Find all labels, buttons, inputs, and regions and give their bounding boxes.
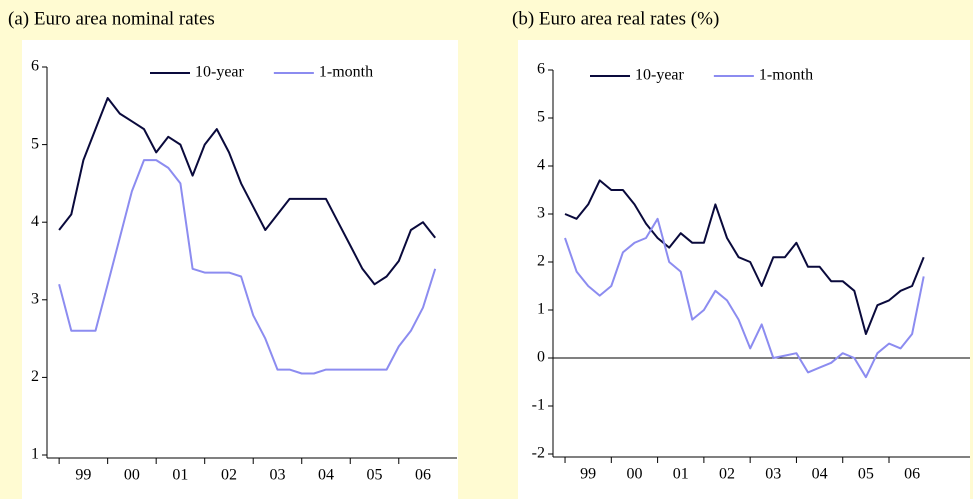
line-series (58, 159, 437, 375)
y-tick-label: 2 (537, 253, 545, 270)
legend-label: 1-month (759, 67, 813, 84)
y-tick-label: 2 (31, 368, 39, 385)
line-series (564, 179, 925, 335)
y-tick-label: 4 (31, 213, 39, 230)
x-tick-label: 06 (904, 466, 920, 483)
y-tick-label: 4 (537, 157, 545, 174)
panel (518, 40, 970, 499)
legend-label: 10-year (195, 64, 245, 81)
x-tick-label: 04 (318, 467, 334, 484)
y-tick-label: 3 (31, 290, 39, 307)
y-tick-label: 0 (537, 349, 545, 366)
y-tick-label: 5 (31, 135, 39, 152)
legend-label: 1-month (319, 64, 373, 81)
x-tick-label: 01 (172, 467, 188, 484)
y-tick-label: 6 (31, 58, 39, 75)
x-tick-label: 03 (269, 467, 285, 484)
y-tick-label: 5 (537, 109, 545, 126)
y-tick-label: 1 (537, 301, 545, 318)
y-tick-label: 3 (537, 205, 545, 222)
y-tick-label: -2 (532, 445, 545, 462)
line-series (58, 97, 436, 286)
x-tick-label: 05 (858, 466, 874, 483)
line-series (564, 217, 925, 379)
y-tick-label: 6 (537, 61, 545, 78)
x-tick-label: 99 (75, 467, 91, 484)
legend-label: 10-year (635, 67, 685, 84)
x-tick-label: 03 (765, 466, 781, 483)
x-tick-label: 99 (580, 466, 596, 483)
x-tick-label: 06 (415, 467, 431, 484)
x-tick-label: 02 (719, 466, 735, 483)
y-tick-label: -1 (532, 397, 545, 414)
panel (22, 40, 458, 499)
chart-title: (a) Euro area nominal rates (8, 8, 215, 29)
x-tick-label: 00 (626, 466, 642, 483)
x-tick-label: 01 (673, 466, 689, 483)
y-tick-label: 1 (31, 446, 39, 463)
x-tick-label: 02 (221, 467, 237, 484)
x-tick-label: 04 (812, 466, 828, 483)
x-tick-label: 05 (367, 467, 383, 484)
chart-title: (b) Euro area real rates (%) (512, 8, 719, 29)
x-tick-label: 00 (124, 467, 140, 484)
